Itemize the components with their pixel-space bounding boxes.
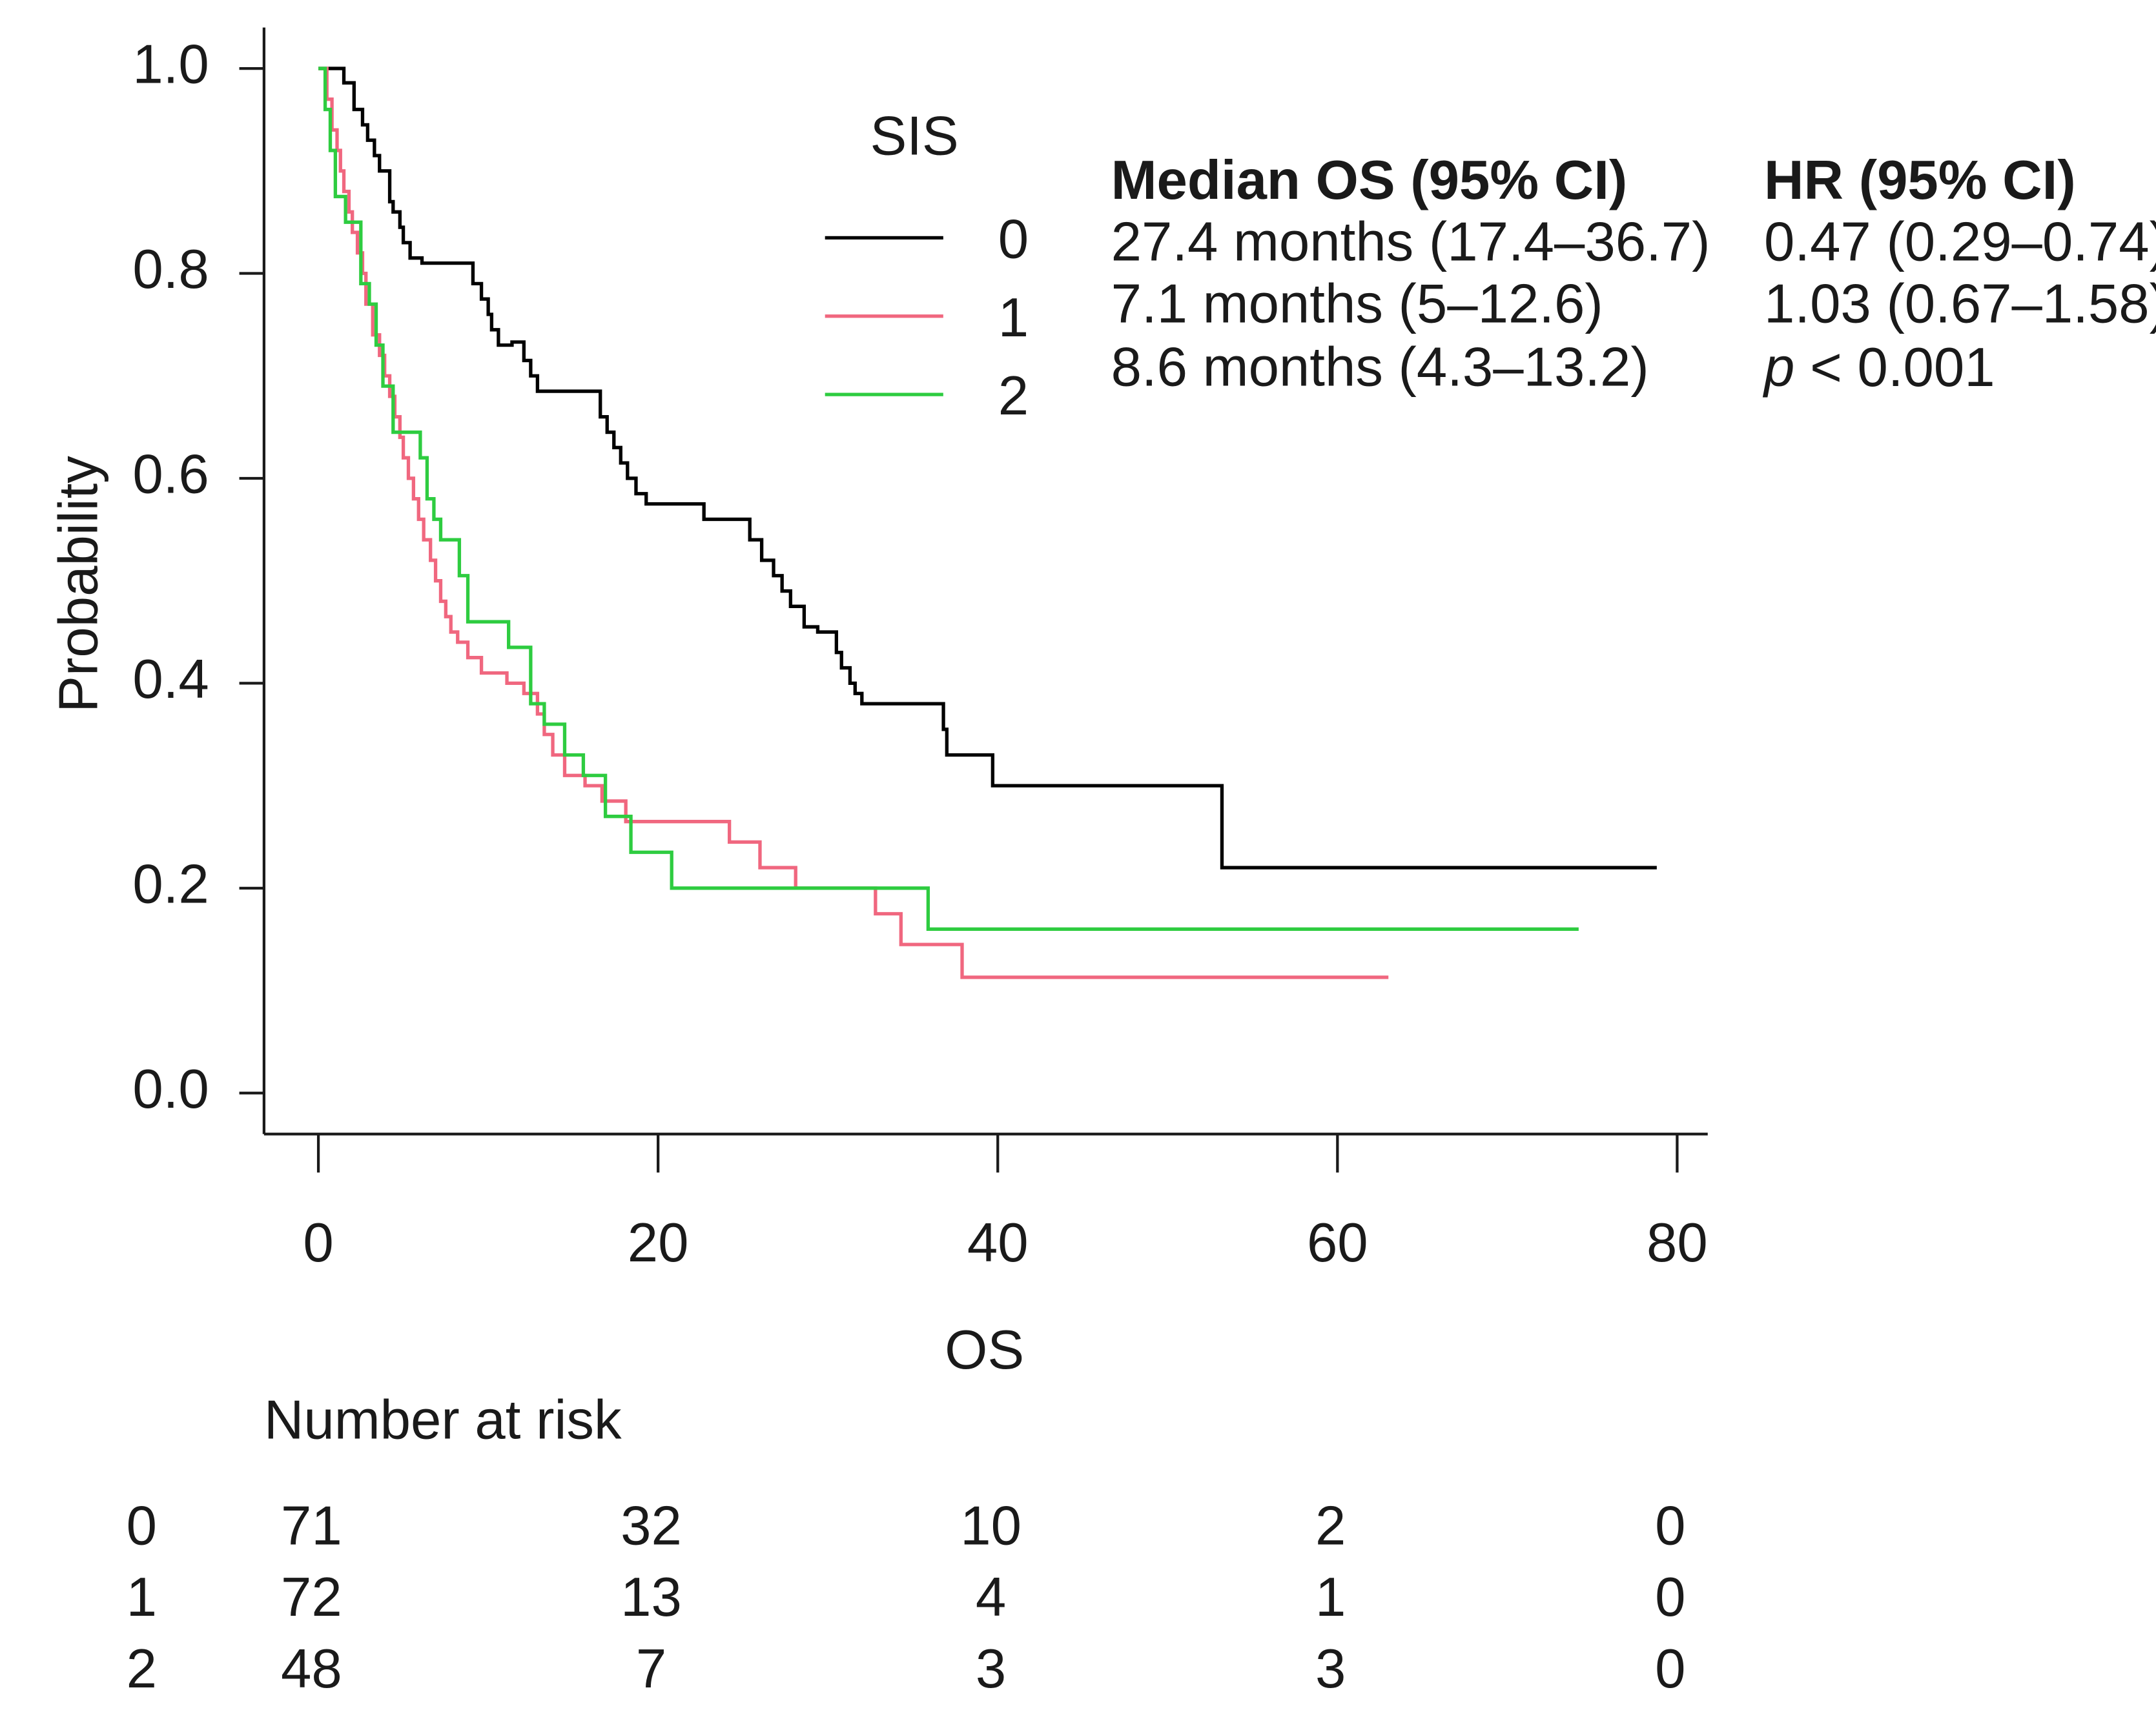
y-tick-label: 0.8 xyxy=(132,239,209,300)
hr-text: 1.03 (0.67–1.58) xyxy=(1764,273,2156,334)
x-tick-label: 20 xyxy=(628,1212,689,1274)
risk-count: 0 xyxy=(1655,1638,1685,1700)
risk-count: 1 xyxy=(1315,1567,1346,1628)
risk-count: 3 xyxy=(1315,1638,1346,1700)
median-text: 27.4 months (17.4–36.7) xyxy=(1111,212,1710,273)
risk-row-label: 0 xyxy=(127,1496,157,1557)
risk-row-label: 2 xyxy=(127,1638,157,1700)
risk-count: 0 xyxy=(1655,1567,1685,1628)
legend-title: SIS xyxy=(870,106,958,167)
risk-count: 10 xyxy=(960,1496,1022,1557)
risk-count: 7 xyxy=(636,1638,666,1700)
risk-row-label: 1 xyxy=(127,1567,157,1628)
median-text: 7.1 months (5–12.6) xyxy=(1111,273,1603,334)
p-symbol: p xyxy=(1762,336,1794,398)
risk-count: 32 xyxy=(621,1496,682,1557)
p-value: p < 0.001 xyxy=(1762,336,1995,398)
y-tick-label: 0.0 xyxy=(132,1059,209,1120)
risk-count: 4 xyxy=(976,1567,1006,1628)
risk-count: 48 xyxy=(281,1638,342,1700)
risk-count: 3 xyxy=(976,1638,1006,1700)
x-tick-label: 60 xyxy=(1307,1212,1368,1274)
median-header: Median OS (95% CI) xyxy=(1111,150,1628,211)
x-tick-label: 80 xyxy=(1647,1212,1708,1274)
x-tick-label: 0 xyxy=(303,1212,333,1274)
risk-title: Number at risk xyxy=(264,1390,622,1451)
risk-count: 13 xyxy=(621,1567,682,1628)
survival-curve xyxy=(318,66,1579,931)
y-tick-label: 0.6 xyxy=(132,443,209,505)
risk-count: 0 xyxy=(1655,1496,1685,1557)
y-tick-label: 0.2 xyxy=(132,853,209,915)
risk-count: 2 xyxy=(1315,1496,1346,1557)
risk-count: 71 xyxy=(281,1496,342,1557)
p-text: < 0.001 xyxy=(1810,336,1995,398)
risk-count: 72 xyxy=(281,1567,342,1628)
hr-text: 0.47 (0.29–0.74) xyxy=(1764,212,2156,273)
legend-label: 0 xyxy=(998,209,1029,270)
y-axis-label: Probability xyxy=(48,456,109,713)
survival-curve xyxy=(318,66,1657,870)
y-tick-label: 1.0 xyxy=(132,34,209,96)
legend-label: 1 xyxy=(998,287,1029,349)
hr-header: HR (95% CI) xyxy=(1764,150,2076,211)
median-text: 8.6 months (4.3–13.2) xyxy=(1111,336,1649,398)
x-tick-label: 40 xyxy=(967,1212,1029,1274)
legend-label: 2 xyxy=(998,365,1029,427)
x-axis-label: OS xyxy=(945,1319,1024,1381)
y-tick-label: 0.4 xyxy=(132,649,209,710)
